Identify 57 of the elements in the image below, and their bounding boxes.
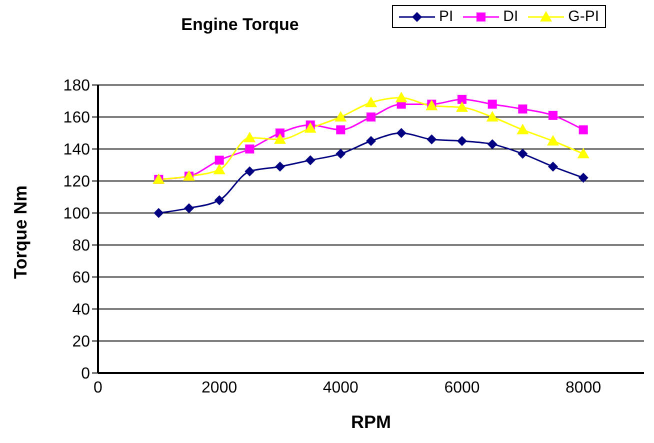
point	[578, 125, 588, 134]
point	[488, 100, 497, 109]
x-tick-label: 6000	[444, 379, 480, 396]
x-axis-title: RPM	[351, 412, 391, 432]
y-tick-label: 80	[72, 238, 90, 255]
y-tick-label: 140	[63, 142, 90, 159]
y-tick-label: 180	[63, 78, 90, 95]
chart-title: Engine Torque	[180, 15, 300, 35]
y-tick-label: 20	[72, 334, 90, 351]
point	[275, 162, 285, 172]
point	[366, 112, 376, 122]
point	[304, 122, 316, 133]
point	[213, 164, 226, 174]
point	[486, 111, 498, 122]
point	[365, 96, 377, 108]
point	[244, 132, 256, 142]
point	[184, 203, 194, 214]
point	[518, 104, 528, 114]
y-axis-title: Torque Nm	[10, 185, 30, 279]
x-tick-label: 4000	[322, 379, 359, 396]
point	[426, 134, 437, 144]
point	[336, 125, 346, 134]
point	[548, 162, 558, 172]
point	[516, 124, 529, 134]
y-tick-label: 60	[72, 270, 90, 287]
point	[334, 111, 347, 122]
point	[336, 148, 346, 159]
point	[396, 128, 406, 138]
legend-label: PI	[438, 8, 454, 25]
point	[547, 135, 559, 146]
x-tick-label: 8000	[566, 379, 602, 396]
point	[214, 195, 224, 206]
point	[578, 172, 588, 183]
point	[487, 139, 498, 150]
point	[457, 136, 467, 146]
point	[518, 148, 528, 159]
y-tick-label: 40	[72, 302, 90, 319]
point	[274, 133, 286, 144]
point	[548, 110, 558, 120]
y-tick-label: 120	[63, 174, 90, 191]
point	[244, 166, 255, 176]
point	[214, 156, 224, 165]
y-tick-label: 0	[81, 366, 90, 383]
point	[395, 92, 408, 102]
point	[577, 148, 590, 158]
point	[305, 155, 316, 166]
point	[366, 136, 376, 146]
point	[458, 94, 466, 104]
x-tick-label: 2000	[202, 379, 238, 396]
legend-label: G-PI	[567, 8, 599, 25]
point	[154, 208, 164, 218]
point	[456, 101, 468, 112]
point	[245, 144, 254, 154]
y-tick-label: 160	[63, 110, 90, 127]
legend-label: DI	[502, 8, 518, 25]
y-tick-label: 100	[63, 206, 90, 223]
x-tick-label: 0	[94, 379, 103, 396]
